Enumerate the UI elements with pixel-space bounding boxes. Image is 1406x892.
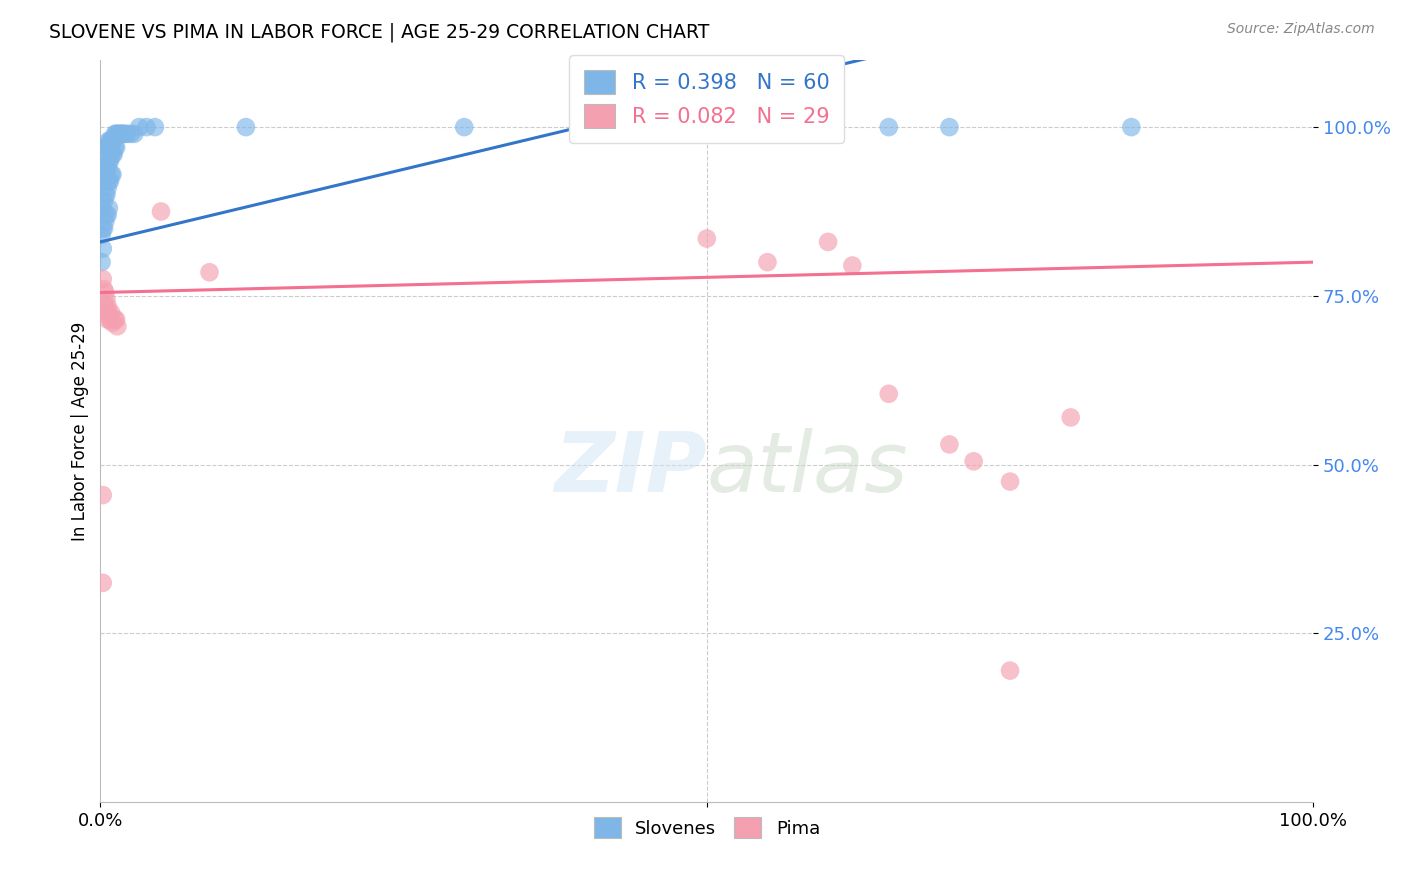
Point (756, 120, 779, 135)
Point (100, 134, 122, 148)
Point (103, 134, 125, 148)
Point (938, 120, 960, 135)
Point (100, 147, 122, 161)
Point (93, 147, 115, 161)
Point (97, 153, 120, 168)
Point (101, 134, 124, 148)
Point (115, 127, 138, 141)
Point (97, 181, 120, 195)
Text: atlas: atlas (707, 427, 908, 508)
Point (105, 127, 128, 141)
Point (101, 147, 124, 161)
Point (111, 127, 134, 141)
Legend: Slovenes, Pima: Slovenes, Pima (586, 810, 827, 846)
Point (96, 161, 118, 175)
Point (91, 488, 114, 502)
Y-axis label: In Labor Force | Age 25-29: In Labor Force | Age 25-29 (72, 321, 89, 541)
Point (104, 312, 127, 326)
Point (100, 167, 122, 181)
Point (105, 319, 128, 334)
Point (150, 204, 173, 219)
Text: SLOVENE VS PIMA IN LABOR FORCE | AGE 25-29 CORRELATION CHART: SLOVENE VS PIMA IN LABOR FORCE | AGE 25-… (49, 22, 710, 42)
Point (120, 127, 142, 141)
Point (841, 259, 863, 273)
Text: Source: ZipAtlas.com: Source: ZipAtlas.com (1227, 22, 1375, 37)
Point (103, 147, 125, 161)
Point (101, 316, 124, 330)
Point (96, 140, 118, 154)
Point (97, 208, 120, 222)
Point (756, 255, 779, 269)
Point (96, 306, 118, 320)
Point (96, 187, 118, 202)
Point (97, 134, 120, 148)
Point (998, 475, 1021, 489)
Point (104, 127, 127, 141)
Point (101, 167, 124, 181)
Point (93, 167, 115, 181)
Point (938, 437, 960, 451)
Point (1060, 410, 1083, 425)
Point (97, 306, 120, 320)
Point (135, 120, 157, 135)
Point (108, 127, 131, 141)
Point (105, 312, 128, 326)
Point (963, 454, 986, 468)
Point (91, 174, 114, 188)
Point (98, 312, 121, 326)
Point (124, 127, 146, 141)
Text: ZIP: ZIP (554, 427, 707, 508)
Point (97, 312, 120, 326)
Point (97, 140, 120, 154)
Point (98, 153, 121, 168)
Point (998, 664, 1021, 678)
Point (94, 140, 117, 154)
Point (817, 235, 839, 249)
Point (453, 120, 475, 135)
Point (94, 187, 117, 202)
Point (94, 299, 117, 313)
Point (94, 161, 117, 175)
Point (877, 386, 900, 401)
Point (105, 127, 128, 141)
Point (90, 255, 112, 269)
Point (97, 174, 120, 188)
Point (91, 242, 114, 256)
Point (104, 140, 127, 154)
Point (93, 282, 115, 296)
Point (97, 201, 120, 215)
Point (198, 265, 221, 279)
Point (1121, 120, 1143, 135)
Point (107, 127, 129, 141)
Point (100, 306, 122, 320)
Point (110, 127, 132, 141)
Point (97, 161, 120, 175)
Point (143, 120, 166, 135)
Point (93, 194, 115, 209)
Point (128, 120, 150, 135)
Point (96, 208, 118, 222)
Point (112, 127, 135, 141)
Point (91, 221, 114, 235)
Point (877, 120, 900, 135)
Point (90, 228, 112, 243)
Point (91, 272, 114, 286)
Point (98, 134, 121, 148)
Point (91, 575, 114, 590)
Point (235, 120, 257, 135)
Point (97, 299, 120, 313)
Point (94, 214, 117, 228)
Point (93, 221, 115, 235)
Point (94, 285, 117, 300)
Point (696, 231, 718, 245)
Point (98, 174, 121, 188)
Point (96, 293, 118, 307)
Point (105, 140, 128, 154)
Point (91, 201, 114, 215)
Point (114, 127, 136, 141)
